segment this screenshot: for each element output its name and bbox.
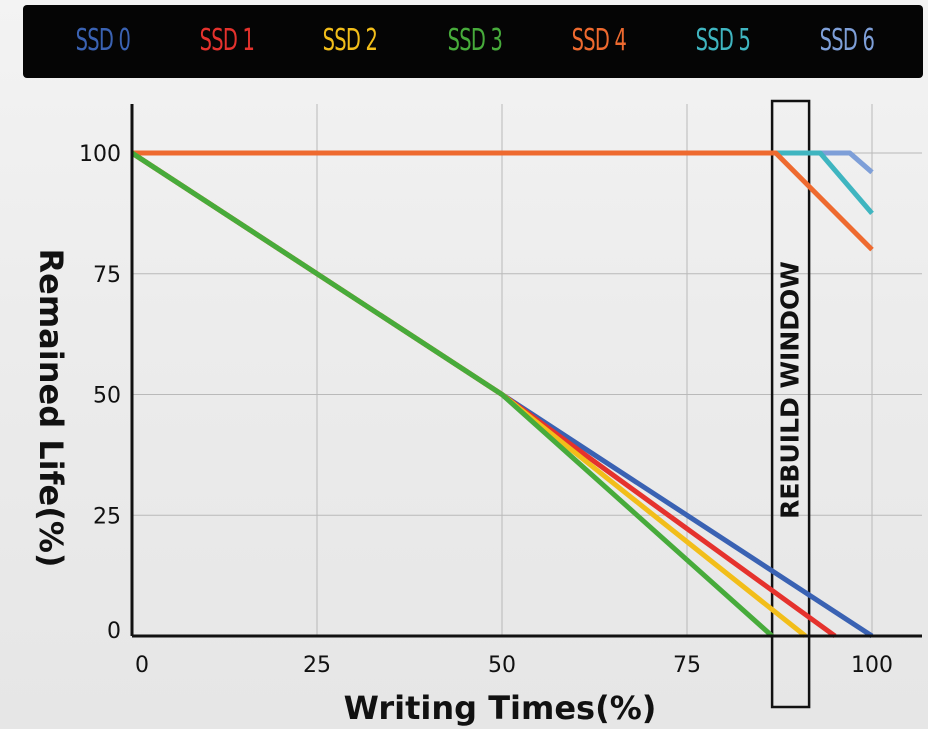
legend-item-ssd-0: SSD 0 [75,23,131,58]
series-line-ssd-3 [130,150,774,638]
y-tick-label: 25 [93,504,121,529]
tick-labels: 0 25 50 75 100 0 25 50 75 100 [79,142,893,678]
legend-item-ssd-6: SSD 6 [819,23,875,58]
rebuild-window-label: REBUILD WINDOW [776,261,805,519]
legend-item-ssd-4: SSD 4 [571,23,627,58]
y-tick-label: 50 [93,384,121,409]
y-tick-label: 100 [79,142,121,167]
legend-item-ssd-5: SSD 5 [695,23,751,58]
y-tick-label: 0 [107,619,121,644]
x-tick-label: 50 [488,653,516,678]
axes [130,104,922,638]
x-tick-label: 100 [851,653,893,678]
y-axis-title: Remained Life(%) [32,248,70,567]
series-layer [130,150,874,639]
grid [132,104,922,636]
series-line-ssd-4 [132,150,874,252]
x-tick-label: 25 [303,653,331,678]
y-tick-label: 75 [93,263,121,288]
x-tick-label: 75 [673,653,701,678]
rebuild-window-box [770,99,811,709]
annotation-layer: REBUILD WINDOW [770,99,811,709]
legend-item-ssd-1: SSD 1 [199,23,255,58]
legend: SSD 0 SSD 1 SSD 2 SSD 3 SSD 4 SSD 5 SSD 6 [23,5,923,78]
x-axis-title: Writing Times(%) [344,689,657,727]
legend-item-ssd-3: SSD 3 [447,23,503,58]
x-tick-label: 0 [135,653,149,678]
legend-item-ssd-2: SSD 2 [322,23,378,58]
